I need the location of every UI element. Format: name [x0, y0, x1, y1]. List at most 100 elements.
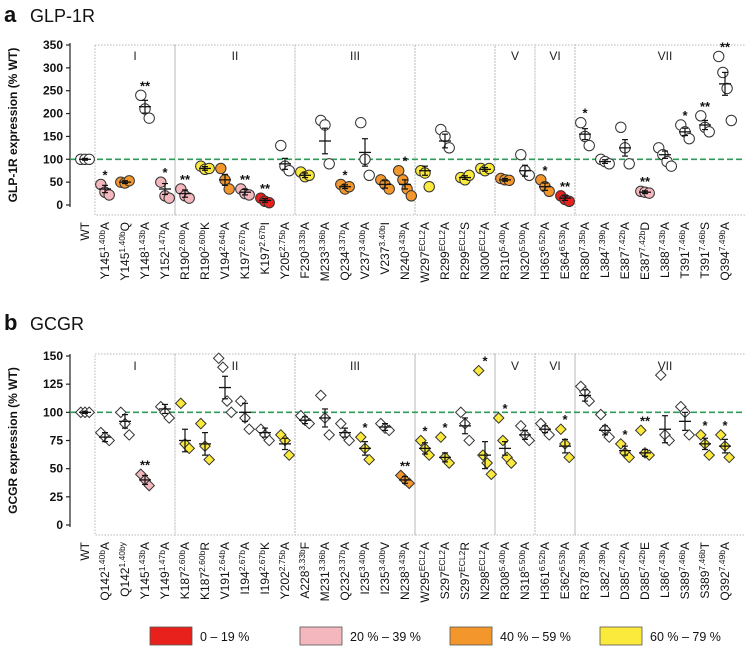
b-data-point [505, 457, 518, 469]
a-x-tick-label: M2333.36bA [317, 222, 332, 281]
a-x-tick-label: R1902.60bK [197, 222, 212, 280]
b-x-tick-label: Q1421.40bA [97, 542, 112, 601]
b-significance-label: ** [640, 413, 651, 428]
b-x-tick-label: R3085.40bA [497, 542, 512, 600]
panel-a-glp1r: a GLP-1R I II III V VI VII0501001502002503003… [4, 2, 745, 283]
a-data-point [695, 110, 707, 122]
a-data-point [725, 114, 737, 127]
panel-b-letter: b [4, 310, 17, 335]
a-mutant-1: * [95, 167, 115, 201]
a-mutant-22 [515, 149, 535, 181]
a-significance-label: ** [640, 174, 651, 189]
a-x-tick-label: R3105.40bA [497, 222, 512, 280]
a-region-box [574, 44, 745, 216]
b-data-point [443, 457, 456, 469]
b-data-point [492, 412, 505, 424]
b-data-point [283, 449, 296, 462]
b-data-point [234, 395, 247, 407]
a-region-label: V [511, 49, 519, 63]
b-data-point [496, 434, 509, 447]
a-data-point [583, 139, 595, 152]
a-x-tick-label: Y2052.75bA [277, 222, 292, 279]
a-x-tick-label: V2373.40bI [377, 222, 392, 275]
a-mutant-20 [475, 162, 495, 177]
legend-label-orange: 40 % – 59 % [500, 630, 571, 644]
b-x-tick-label: Q2323.37bA [337, 542, 352, 601]
a-data-point [623, 158, 635, 170]
b-region-label: III [350, 359, 360, 373]
b-significance-label: * [722, 418, 728, 433]
a-mutant-2 [115, 175, 135, 189]
b-y-tick-label: 75 [50, 434, 64, 448]
b-data-point [212, 352, 225, 365]
a-x-tick-label: R3807.35bA [577, 222, 592, 280]
a-data-point [223, 183, 235, 195]
b-x-tick-label: D3857.42bA [617, 542, 632, 600]
a-x-tick-label: N300ECL2A [477, 222, 492, 280]
b-y-axis-label: GCGR expression (% WT) [6, 367, 20, 514]
a-mutant-14 [355, 117, 375, 181]
a-x-tick-label: Q2343.37bA [337, 222, 352, 281]
a-x-tick-label: K1972.67bI [257, 222, 272, 275]
b-data-point [634, 424, 647, 437]
a-mutant-27 [615, 121, 635, 170]
b-region-box [174, 353, 296, 536]
b-data-point [423, 449, 436, 462]
b-data-point [723, 451, 736, 464]
a-y-tick-label: 300 [43, 61, 63, 75]
a-region-label: I [133, 49, 136, 63]
b-x-tick-label: S3897.46bT [697, 541, 712, 598]
a-significance-label: * [162, 165, 168, 180]
a-region-box [494, 44, 536, 216]
b-mutant-9 [254, 423, 276, 447]
a-mutant-28: ** [635, 174, 655, 199]
b-mutant-8 [234, 395, 256, 436]
b-data-point [403, 477, 416, 490]
b-mutant-26 [594, 408, 616, 444]
a-x-tick-label: W297ECL2A [417, 222, 432, 283]
b-data-point [263, 434, 276, 447]
a-mutant-21 [495, 172, 515, 187]
b-mutant-18: * [434, 420, 456, 469]
b-mutant-16: ** [394, 458, 416, 490]
a-x-tick-label: N3205.50bA [517, 222, 532, 280]
b-mutant-23 [534, 417, 556, 441]
a-mutant-31: ** [695, 99, 715, 138]
b-data-point [514, 419, 527, 432]
b-data-point [714, 428, 727, 441]
b-data-point [334, 417, 347, 430]
b-mutant-21: * [492, 401, 518, 469]
b-significance-label: * [562, 412, 568, 427]
b-mutant-32: * [714, 418, 736, 464]
b-data-point [243, 423, 256, 436]
a-mutant-29 [653, 142, 677, 172]
b-data-point [694, 428, 707, 441]
a-x-tick-label: R299ECL2A [437, 222, 452, 280]
b-data-point [485, 468, 498, 481]
a-mutant-5: ** [175, 172, 195, 204]
a-data-point [355, 117, 367, 129]
b-significance-label: * [422, 424, 428, 439]
a-mutant-18 [435, 123, 455, 154]
a-x-tick-label: Y1451.40bQ [117, 222, 132, 281]
b-x-tick-label: I1942.67bK [257, 542, 272, 595]
a-significance-label: * [582, 106, 588, 121]
legend-label-yellow: 60 % – 79 % [650, 630, 721, 644]
panel-a-title: GLP-1R [30, 6, 95, 26]
b-significance-label: * [362, 420, 368, 435]
a-data-point [393, 165, 405, 177]
b-data-point [663, 434, 676, 447]
a-data-point [683, 133, 695, 145]
b-x-tick-label: M2313.36bA [317, 542, 332, 601]
b-region-box [294, 353, 416, 536]
b-y-tick-label: 100 [43, 405, 63, 419]
a-data-point [665, 160, 677, 172]
b-mutant-4 [154, 400, 176, 424]
a-mutant-0 [75, 153, 95, 165]
a-y-tick-label: 100 [43, 152, 63, 166]
a-x-tick-label: R1902.60bA [177, 222, 192, 280]
a-data-point [155, 176, 167, 188]
b-x-tick-label: I1942.67bA [237, 542, 252, 595]
b-data-point [343, 434, 356, 447]
